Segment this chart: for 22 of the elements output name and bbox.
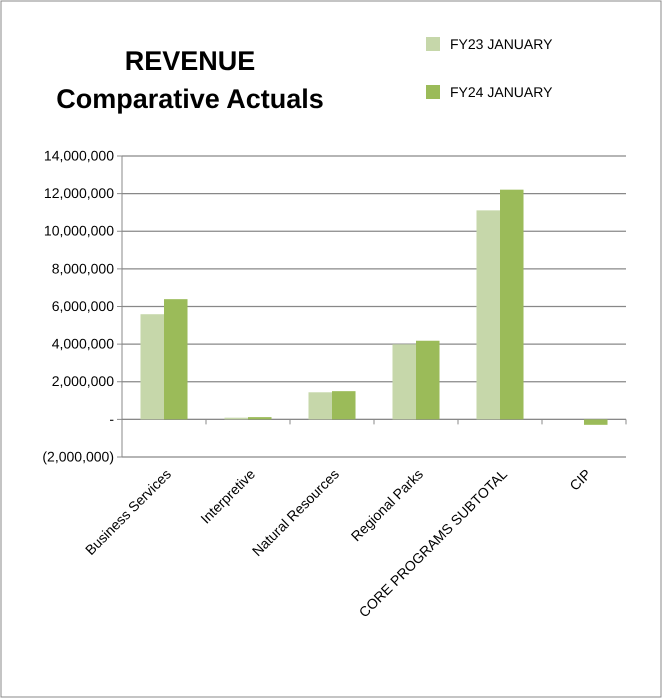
x-tick-label: CIP — [566, 466, 594, 494]
bar — [584, 419, 608, 425]
bar — [308, 392, 332, 420]
bar — [332, 391, 356, 420]
y-tick-label: 2,000,000 — [52, 373, 114, 390]
y-tick-label: 4,000,000 — [52, 336, 114, 352]
bar — [164, 299, 188, 420]
bar — [140, 314, 164, 420]
y-tick-label: 10,000,000 — [44, 222, 114, 239]
bar — [392, 344, 416, 420]
chart-title: REVENUE Comparative Actuals — [56, 46, 324, 114]
y-tick-label: 6,000,000 — [52, 298, 114, 314]
y-tick-label: - — [109, 410, 114, 427]
bar — [476, 210, 500, 420]
bar — [416, 340, 440, 420]
y-tick-label: 12,000,000 — [44, 185, 114, 202]
y-tick-label: (2,000,000) — [42, 448, 114, 464]
y-tick-label: 8,000,000 — [52, 260, 114, 276]
bar — [500, 190, 524, 420]
legend-label: FY24 JANUARY — [450, 84, 554, 100]
legend-label: FY23 JANUARY — [450, 36, 554, 52]
y-tick-label: 14,000,000 — [44, 147, 114, 164]
